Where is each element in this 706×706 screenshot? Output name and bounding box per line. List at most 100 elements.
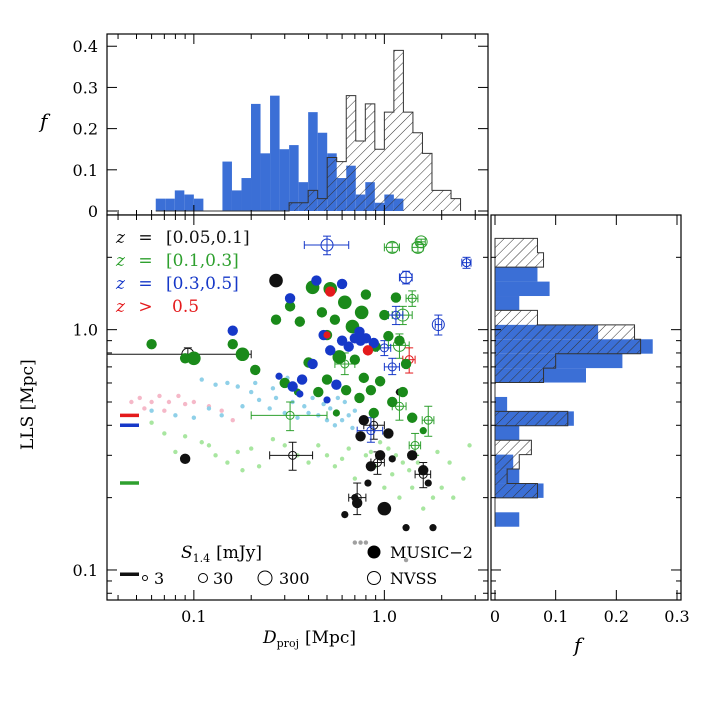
top-y-tick-label: 0.1 [73,161,98,180]
music-point [354,326,365,337]
music-point [294,316,306,327]
small-dot-green [397,495,402,500]
music-point [311,275,322,286]
small-dot-blue [270,386,276,391]
small-dot-blue [191,415,197,420]
music-point [313,386,324,398]
small-dot-green [451,495,456,500]
right-hist-bar-music [495,396,508,412]
nvss-point [398,270,413,285]
small-dot-blue [206,406,212,411]
small-dot-grey [363,540,369,545]
small-dot-green [249,446,254,451]
music-point [341,510,349,519]
right-hist-bar-music [495,281,550,297]
music-point [368,337,379,349]
right-x-tick-label: 0.2 [604,607,629,626]
music-point [340,384,352,396]
music-point [374,376,386,387]
small-dot-green [339,456,345,462]
small-dot-pink [157,393,162,399]
small-dot-pink [191,399,197,405]
nvss-marker [414,235,428,249]
small-dot-blue [346,413,351,418]
small-dot-blue [240,404,245,409]
small-dot-green [430,495,436,500]
music-point [406,450,418,461]
music-point [336,278,348,290]
music-point [402,524,410,532]
small-dot-blue [328,406,333,411]
music-point [227,338,238,350]
music-point [329,314,341,325]
small-dot-green [461,476,466,481]
top-hist-bar-music [174,190,185,211]
nvss-point [250,401,328,432]
top-histogram-y-label: f [38,109,51,133]
small-dot-blue [306,410,311,416]
main-x-axis-label: Dproj [Mpc] [262,628,356,650]
top-hist-bar-music [298,182,309,211]
music-point [323,331,331,339]
music-point [362,345,374,356]
nvss-marker [288,450,298,460]
small-dot-green [162,431,167,436]
small-dot-pink [230,417,235,423]
legend-z-bin-0: z = [0.05,0.1] [115,228,250,248]
small-dot-grey [403,557,409,563]
small-dot-green [415,460,421,465]
music-point [270,314,282,325]
nvss-legend-marker [367,571,381,585]
small-dot-green [406,468,412,473]
music-point [250,364,261,376]
music-point [418,465,429,476]
top-hist-bar-music [231,190,242,211]
nvss-point [431,314,445,336]
small-dot-blue [321,401,326,407]
right-histogram-panel: 0 0.1 0.2 0.3 f [490,214,690,657]
flux-legend-marker-medium [198,573,208,583]
music-point [360,333,372,344]
small-dot-grey [358,540,363,545]
right-hist-bar-music [495,267,538,282]
small-dot-pink [129,399,134,405]
top-hist-nvss [155,49,462,212]
music-point [227,325,238,336]
small-dot-green [467,443,472,448]
nvss-point [383,357,400,376]
small-dot-green [149,420,154,425]
nvss-marker [423,415,433,425]
flux-legend-label-small: 3 [154,569,164,588]
small-dot-green [306,460,311,465]
music-point [424,479,432,487]
small-dot-green [206,443,212,448]
top-hist-bar-music [317,132,328,211]
small-dot-green [346,446,351,451]
small-dot-green [282,443,287,448]
top-y-tick-label: 0.2 [73,120,98,139]
small-dot-blue [295,415,300,420]
music-point [284,293,296,304]
top-hist-bar-music [155,198,166,211]
small-dot-green [235,449,240,455]
music-point [336,335,348,346]
small-dot-blue [173,413,178,418]
music-point [355,431,366,442]
small-dot-green [332,464,338,469]
small-dot-blue [332,423,338,428]
small-dot-pink [176,393,181,399]
small-dot-green [390,472,395,477]
music-point [296,390,304,398]
small-dot-blue [213,382,218,387]
music-point [429,524,437,532]
redshift-legend: z = [0.05,0.1] z = [0.1,0.3] z = [0.3,0.… [115,228,250,317]
music-point [377,501,392,516]
y-tick-label: 0.1 [73,561,98,580]
flux-legend-label-large: 300 [279,569,310,588]
nvss-point [421,405,435,437]
right-x-tick-label: 0 [490,607,500,626]
music-point [325,286,336,297]
nvss-point [269,441,314,471]
music-point [332,409,340,417]
small-dot-blue [235,384,240,389]
